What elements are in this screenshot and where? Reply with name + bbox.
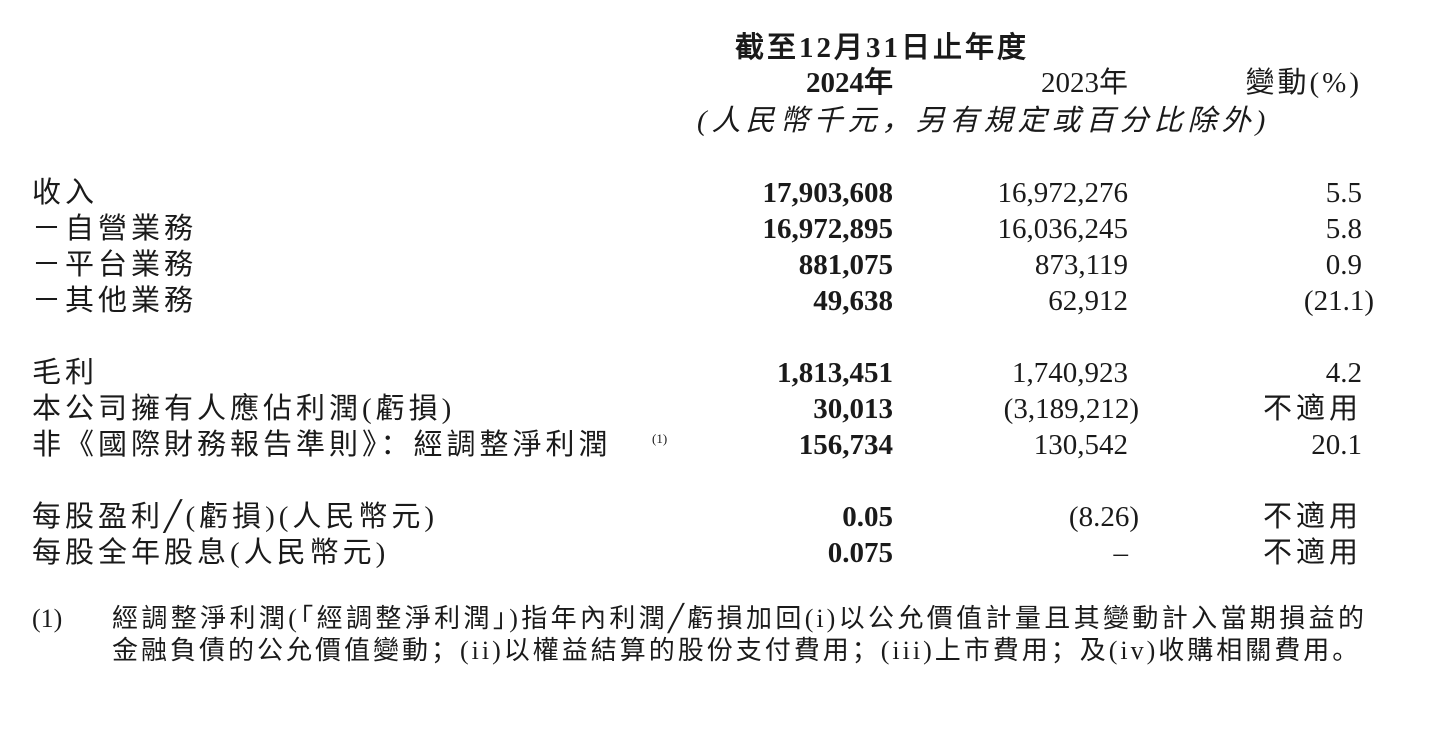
value-change: 4.2 xyxy=(1325,357,1362,389)
value-2023: (3,189,212) xyxy=(1003,393,1139,425)
value-2024: 49,638 xyxy=(813,285,893,317)
row-label: －平台業務 xyxy=(32,249,198,281)
row-label: 毛利 xyxy=(32,357,99,389)
value-change: 不適用 xyxy=(1262,393,1362,425)
row-label: 每股盈利╱(虧損)(人民幣元) xyxy=(32,501,439,533)
footnote-marker: (1) xyxy=(32,604,63,633)
value-2024: 0.05 xyxy=(842,501,893,533)
value-2023: 1,740,923 xyxy=(1012,357,1128,389)
column-header-2024: 2024年 xyxy=(805,67,893,99)
row-label: －其他業務 xyxy=(32,285,198,317)
footnote-ref: (1) xyxy=(652,431,668,446)
value-2024: 0.075 xyxy=(827,537,893,569)
value-2023: 130,542 xyxy=(1033,429,1128,461)
value-2023: 16,036,245 xyxy=(997,213,1129,245)
unit-note: (人民幣千元，另有規定或百分比除外) xyxy=(697,105,1271,137)
value-2023: 873,119 xyxy=(1034,249,1128,281)
column-header-2023: 2023年 xyxy=(1040,67,1128,99)
value-2023: – xyxy=(1113,537,1129,569)
row-label: 本公司擁有人應佔利潤(虧損) xyxy=(32,393,456,425)
value-change: 0.9 xyxy=(1325,249,1362,281)
row-label: 每股全年股息(人民幣元) xyxy=(32,537,390,569)
value-change: 20.1 xyxy=(1311,429,1362,461)
row-label: －自營業務 xyxy=(32,213,198,245)
column-header-change: 變動(%) xyxy=(1245,67,1362,99)
period-header: 截至12月31日止年度 xyxy=(735,32,1030,64)
value-2023: (8.26) xyxy=(1068,501,1139,533)
value-2024: 30,013 xyxy=(813,393,893,425)
value-2024: 881,075 xyxy=(798,249,893,281)
value-change: 5.5 xyxy=(1325,177,1362,209)
value-change: 不適用 xyxy=(1262,537,1362,569)
value-2024: 16,972,895 xyxy=(762,213,894,245)
value-2024: 17,903,608 xyxy=(762,177,894,209)
value-2023: 62,912 xyxy=(1048,285,1128,317)
value-change: (21.1) xyxy=(1303,285,1374,317)
value-change: 不適用 xyxy=(1262,501,1362,533)
row-label: 非《國際財務報告準則》：經調整淨利潤 xyxy=(32,429,612,461)
row-label: 收入 xyxy=(32,177,99,209)
footnote-text: 經調整淨利潤(「經調整淨利潤」)指年內利潤╱虧損加回(i)以公允價值計量且其變動… xyxy=(112,604,1367,665)
value-2024: 1,813,451 xyxy=(777,357,893,389)
value-2024: 156,734 xyxy=(798,429,893,461)
value-change: 5.8 xyxy=(1325,213,1362,245)
value-2023: 16,972,276 xyxy=(997,177,1129,209)
